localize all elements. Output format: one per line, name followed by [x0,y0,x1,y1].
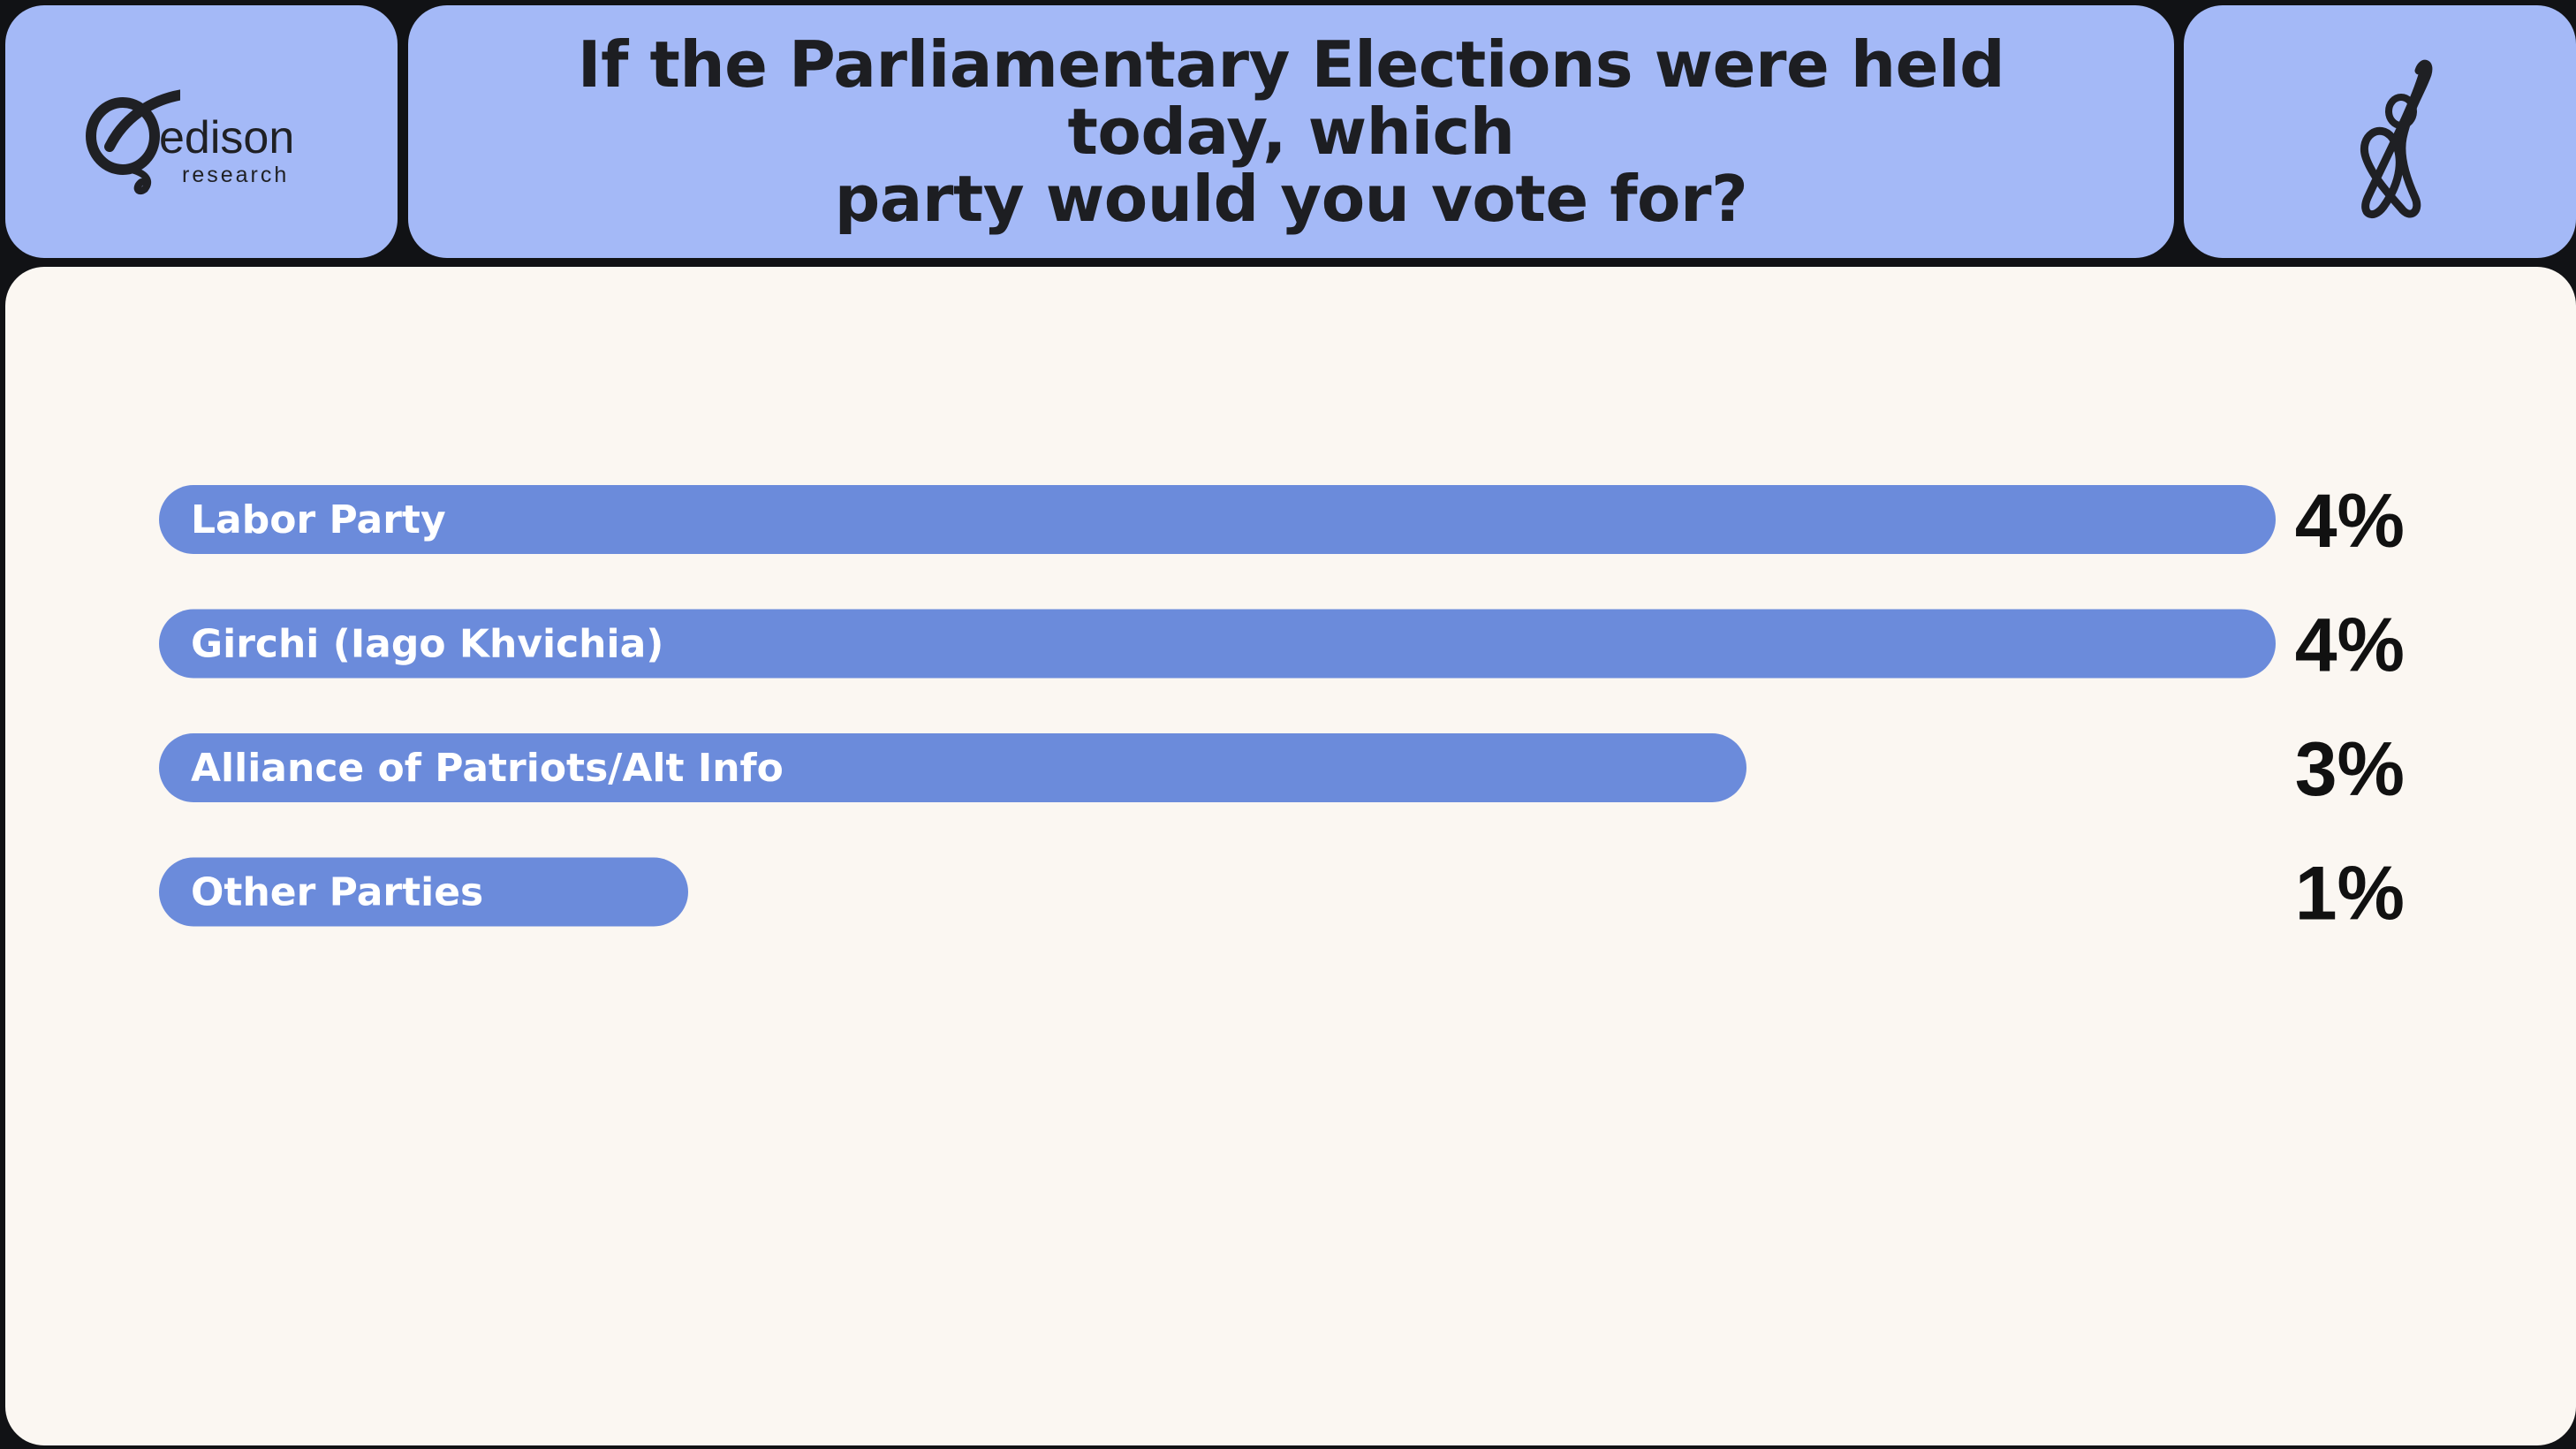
bar [159,609,2276,679]
bar-category-label: Labor Party [191,497,446,542]
title-panel: If the Parliamentary Elections were held… [408,5,2174,258]
bar-category-label: Alliance of Patriots/Alt Info [191,746,784,791]
edison-research-logo: edison research [83,85,339,200]
logo-panel: edison research [5,5,398,258]
chart-title: If the Parliamentary Elections were held… [461,31,2122,232]
scribble-mark-icon [2360,59,2433,219]
brand-mark-panel [2184,5,2576,258]
bar-value-label: 1% [2295,852,2405,937]
bar [159,733,1746,802]
bar-value-label: 3% [2295,727,2405,812]
edison-logo-icon [86,89,180,195]
bar-chart: Labor Party 4% Girchi (Iago Khvichia) 4% All… [159,479,2405,937]
chart-panel: Labor Party 4% Girchi (Iago Khvichia) 4% All… [5,267,2576,1445]
bar-category-label: Girchi (Iago Khvichia) [191,622,663,667]
bar [159,857,688,927]
bar-value-label: 4% [2295,479,2405,564]
logo-name: edison [159,112,295,163]
bar [159,485,2276,554]
chart-title-line-2: party would you vote for? [834,162,1748,236]
chart-title-line-1: If the Parliamentary Elections were held… [577,27,2005,169]
bar-category-label: Other Parties [191,870,483,915]
bar-value-label: 4% [2295,603,2405,688]
logo-subtitle: research [182,163,290,187]
